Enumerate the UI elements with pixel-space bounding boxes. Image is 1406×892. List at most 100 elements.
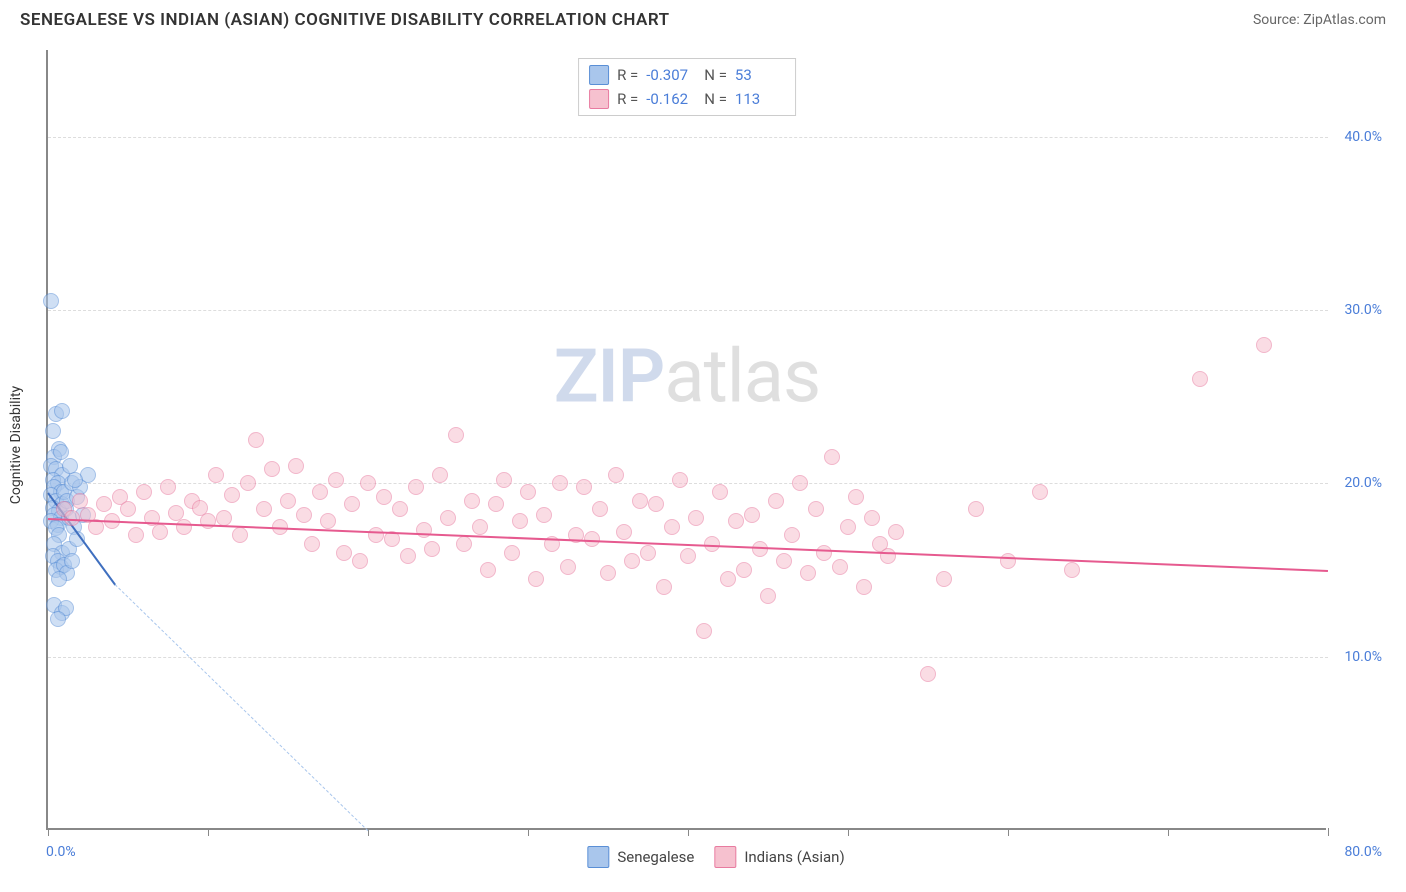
scatter-point <box>800 565 816 581</box>
scatter-point <box>392 501 408 517</box>
scatter-point <box>1192 371 1208 387</box>
scatter-point <box>432 467 448 483</box>
scatter-point <box>136 484 152 500</box>
plot-container: Cognitive Disability ZIPatlas R =-0.307N… <box>46 50 1386 840</box>
scatter-point <box>528 571 544 587</box>
watermark: ZIPatlas <box>554 333 820 420</box>
scatter-point <box>880 548 896 564</box>
scatter-point <box>1032 484 1048 500</box>
scatter-point <box>768 493 784 509</box>
scatter-point <box>504 545 520 561</box>
scatter-point <box>888 524 904 540</box>
scatter-point <box>280 493 296 509</box>
x-tick <box>1328 828 1329 836</box>
scatter-point <box>472 519 488 535</box>
scatter-point <box>360 475 376 491</box>
x-tick <box>1008 828 1009 836</box>
stat-n-label: N = <box>704 90 727 108</box>
gridline <box>48 657 1328 658</box>
scatter-point <box>456 536 472 552</box>
stat-n-label: N = <box>704 66 727 84</box>
scatter-point <box>416 522 432 538</box>
legend-swatch <box>714 846 736 868</box>
scatter-point <box>592 501 608 517</box>
legend-swatch <box>589 89 609 109</box>
scatter-point <box>920 666 936 682</box>
scatter-point <box>344 496 360 512</box>
scatter-point <box>448 427 464 443</box>
trend-line <box>115 584 368 831</box>
stat-n-value: 113 <box>735 90 785 108</box>
y-tick-label: 30.0% <box>1344 302 1382 318</box>
scatter-point <box>400 548 416 564</box>
stat-r-value: -0.162 <box>646 90 696 108</box>
scatter-point <box>600 565 616 581</box>
scatter-point <box>536 507 552 523</box>
scatter-point <box>320 513 336 529</box>
scatter-point <box>50 611 66 627</box>
scatter-point <box>656 579 672 595</box>
scatter-point <box>424 541 440 557</box>
scatter-point <box>672 472 688 488</box>
scatter-point <box>488 496 504 512</box>
scatter-point <box>440 510 456 526</box>
scatter-point <box>224 487 240 503</box>
scatter-point <box>576 479 592 495</box>
scatter-point <box>352 553 368 569</box>
scatter-point <box>312 484 328 500</box>
scatter-point <box>67 472 83 488</box>
scatter-point <box>96 496 112 512</box>
scatter-point <box>120 501 136 517</box>
scatter-point <box>520 484 536 500</box>
chart-title: SENEGALESE VS INDIAN (ASIAN) COGNITIVE D… <box>20 10 670 30</box>
x-tick <box>848 828 849 836</box>
scatter-point <box>712 484 728 500</box>
scatter-point <box>464 493 480 509</box>
y-tick-label: 40.0% <box>1344 129 1382 145</box>
x-tick <box>48 828 49 836</box>
scatter-point <box>208 467 224 483</box>
scatter-point <box>792 475 808 491</box>
scatter-point <box>232 527 248 543</box>
y-tick-label: 20.0% <box>1344 475 1382 491</box>
scatter-point <box>1256 337 1272 353</box>
scatter-point <box>152 524 168 540</box>
scatter-point <box>688 510 704 526</box>
gridline <box>48 310 1328 311</box>
legend-swatch <box>587 846 609 868</box>
scatter-point <box>648 496 664 512</box>
legend-label: Indians (Asian) <box>744 848 844 866</box>
scatter-point <box>736 562 752 578</box>
scatter-point <box>840 519 856 535</box>
scatter-point <box>288 458 304 474</box>
scatter-point <box>408 479 424 495</box>
legend-item: Indians (Asian) <box>714 846 844 868</box>
x-tick <box>368 828 369 836</box>
x-tick <box>1168 828 1169 836</box>
scatter-point <box>51 571 67 587</box>
scatter-point <box>696 623 712 639</box>
scatter-point <box>376 489 392 505</box>
y-tick-label: 10.0% <box>1344 649 1382 665</box>
scatter-point <box>264 461 280 477</box>
scatter-point <box>1000 553 1016 569</box>
scatter-point <box>728 513 744 529</box>
x-tick <box>688 828 689 836</box>
scatter-point <box>45 423 61 439</box>
scatter-point <box>936 571 952 587</box>
stat-r-value: -0.307 <box>646 66 696 84</box>
scatter-point <box>336 545 352 561</box>
watermark-zip: ZIP <box>554 333 665 420</box>
scatter-point <box>128 527 144 543</box>
scatter-point <box>824 449 840 465</box>
legend-label: Senegalese <box>617 848 694 866</box>
scatter-point <box>624 553 640 569</box>
scatter-point <box>608 467 624 483</box>
scatter-point <box>640 545 656 561</box>
scatter-point <box>304 536 320 552</box>
scatter-point <box>744 507 760 523</box>
scatter-point <box>43 293 59 309</box>
y-axis-title: Cognitive Disability <box>8 386 24 504</box>
watermark-atlas: atlas <box>664 333 820 420</box>
scatter-point <box>664 519 680 535</box>
